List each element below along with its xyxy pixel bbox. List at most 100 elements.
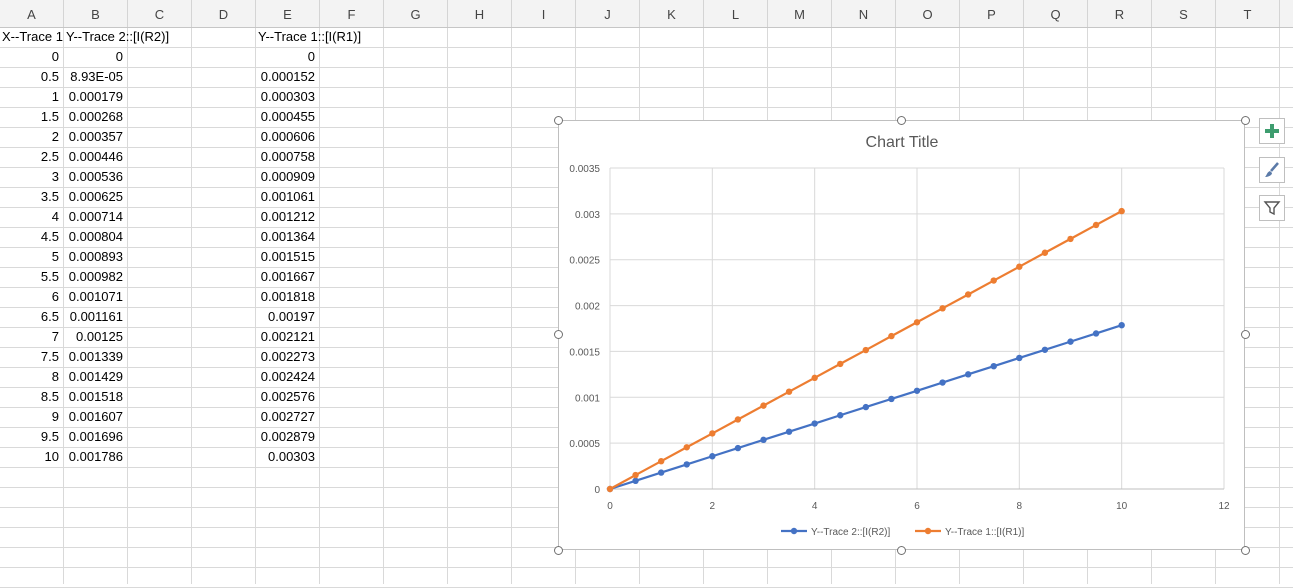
cell-trace1-value[interactable]: 0.001212 (260, 209, 315, 224)
header-cell-a1[interactable]: X--Trace 1 (2, 29, 63, 44)
cell-trace1-value[interactable]: 0.002727 (260, 409, 315, 424)
cell-x-value[interactable]: 5 (51, 249, 59, 264)
cell-x-value[interactable]: 0.5 (40, 69, 59, 84)
column-header-g[interactable]: G (384, 0, 448, 27)
cell-x-value[interactable]: 4.5 (40, 229, 59, 244)
cell-trace2-value[interactable]: 0.000536 (68, 169, 123, 184)
cell-x-value[interactable]: 2 (51, 129, 59, 144)
cell-x-value[interactable]: 0 (51, 49, 59, 64)
column-header-h[interactable]: H (448, 0, 512, 27)
chart-area[interactable]: Chart Title 0 0.0005 0.001 0.0015 0.002 0.0025… (558, 120, 1245, 550)
column-header-s[interactable]: S (1152, 0, 1216, 27)
column-header-n[interactable]: N (832, 0, 896, 27)
cell-trace2-value[interactable]: 0 (115, 49, 123, 64)
cell-trace1-value[interactable]: 0.002121 (260, 329, 315, 344)
column-header-i[interactable]: I (512, 0, 576, 27)
cell-x-value[interactable]: 3 (51, 169, 59, 184)
cell-trace1-value[interactable]: 0.002273 (260, 349, 315, 364)
column-header-f[interactable]: F (320, 0, 384, 27)
cell-trace1-value[interactable]: 0.000455 (260, 109, 315, 124)
column-header-j[interactable]: J (576, 0, 640, 27)
column-header-m[interactable]: M (768, 0, 832, 27)
data-point (990, 277, 997, 284)
cell-trace1-value[interactable]: 0.000606 (260, 129, 315, 144)
cell-trace1-value[interactable]: 0.000909 (260, 169, 315, 184)
cell-x-value[interactable]: 9.5 (40, 429, 59, 444)
cell-x-value[interactable]: 3.5 (40, 189, 59, 204)
column-header-t[interactable]: T (1216, 0, 1280, 27)
cell-trace2-value[interactable]: 0.001696 (68, 429, 123, 444)
column-header-l[interactable]: L (704, 0, 768, 27)
cell-trace2-value[interactable]: 0.000893 (68, 249, 123, 264)
cell-x-value[interactable]: 2.5 (40, 149, 59, 164)
cell-trace2-value[interactable]: 0.001429 (68, 369, 123, 384)
cell-trace1-value[interactable]: 0.001364 (260, 229, 315, 244)
cell-trace1-value[interactable]: 0.001061 (260, 189, 315, 204)
chart-resize-handle[interactable] (1241, 116, 1250, 125)
chart-resize-handle[interactable] (1241, 330, 1250, 339)
cell-trace2-value[interactable]: 8.93E-05 (70, 69, 123, 84)
column-header-a[interactable]: A (0, 0, 64, 27)
cell-x-value[interactable]: 8.5 (40, 389, 59, 404)
column-header-b[interactable]: B (64, 0, 128, 27)
cell-trace1-value[interactable]: 0.001818 (260, 289, 315, 304)
cell-x-value[interactable]: 6 (51, 289, 59, 304)
cell-trace1-value[interactable]: 0.000758 (260, 149, 315, 164)
cell-x-value[interactable]: 5.5 (40, 269, 59, 284)
cell-trace1-value[interactable]: 0.000303 (260, 89, 315, 104)
cell-trace2-value[interactable]: 0.00125 (76, 329, 123, 344)
cell-trace2-value[interactable]: 0.001339 (68, 349, 123, 364)
header-cell-b1[interactable]: Y--Trace 2::[I(R2)] (66, 29, 170, 44)
cell-trace2-value[interactable]: 0.000268 (68, 109, 123, 124)
column-header-d[interactable]: D (192, 0, 256, 27)
cell-trace1-value[interactable]: 0.001515 (260, 249, 315, 264)
cell-trace2-value[interactable]: 0.001607 (68, 409, 123, 424)
column-header-q[interactable]: Q (1024, 0, 1088, 27)
cell-trace2-value[interactable]: 0.001518 (68, 389, 123, 404)
cell-trace1-value[interactable]: 0 (307, 49, 315, 64)
cell-trace2-value[interactable]: 0.001071 (68, 289, 123, 304)
chart-resize-handle[interactable] (554, 546, 563, 555)
cell-x-value[interactable]: 1 (51, 89, 59, 104)
cell-trace1-value[interactable]: 0.00197 (268, 309, 315, 324)
column-header-c[interactable]: C (128, 0, 192, 27)
column-header-k[interactable]: K (640, 0, 704, 27)
cell-trace2-value[interactable]: 0.000179 (68, 89, 123, 104)
cell-trace2-value[interactable]: 0.001161 (69, 309, 123, 324)
legend-label: Y--Trace 1::[I(R1)] (945, 527, 1024, 538)
cell-x-value[interactable]: 6.5 (40, 309, 59, 324)
column-header-p[interactable]: P (960, 0, 1024, 27)
cell-trace1-value[interactable]: 0.002576 (260, 389, 315, 404)
column-header-r[interactable]: R (1088, 0, 1152, 27)
chart-resize-handle[interactable] (897, 546, 906, 555)
cell-x-value[interactable]: 8 (51, 369, 59, 384)
chart-resize-handle[interactable] (1241, 546, 1250, 555)
chart-resize-handle[interactable] (554, 330, 563, 339)
cell-trace2-value[interactable]: 0.000357 (68, 129, 123, 144)
cell-trace1-value[interactable]: 0.001667 (260, 269, 315, 284)
chart-resize-handle[interactable] (554, 116, 563, 125)
column-header-e[interactable]: E (256, 0, 320, 27)
cell-trace2-value[interactable]: 0.000804 (68, 229, 123, 244)
cell-trace2-value[interactable]: 0.000714 (68, 209, 123, 224)
cell-trace1-value[interactable]: 0.00303 (268, 449, 315, 464)
header-cell-e1[interactable]: Y--Trace 1::[I(R1)] (258, 29, 362, 44)
cell-trace2-value[interactable]: 0.001786 (68, 449, 123, 464)
cell-trace1-value[interactable]: 0.000152 (260, 69, 315, 84)
cell-x-value[interactable]: 4 (51, 209, 59, 224)
chart-filters-button[interactable] (1259, 195, 1285, 221)
cell-trace2-value[interactable]: 0.000625 (68, 189, 123, 204)
cell-x-value[interactable]: 10 (44, 449, 59, 464)
cell-trace2-value[interactable]: 0.000446 (68, 149, 123, 164)
cell-trace1-value[interactable]: 0.002879 (260, 429, 315, 444)
column-header-o[interactable]: O (896, 0, 960, 27)
cell-trace2-value[interactable]: 0.000982 (68, 269, 123, 284)
cell-x-value[interactable]: 7 (51, 329, 59, 344)
cell-trace1-value[interactable]: 0.002424 (260, 369, 315, 384)
cell-x-value[interactable]: 1.5 (40, 109, 59, 124)
chart-styles-button[interactable] (1259, 157, 1285, 183)
cell-x-value[interactable]: 9 (51, 409, 59, 424)
chart-resize-handle[interactable] (897, 116, 906, 125)
chart-elements-button[interactable] (1259, 118, 1285, 144)
cell-x-value[interactable]: 7.5 (40, 349, 59, 364)
